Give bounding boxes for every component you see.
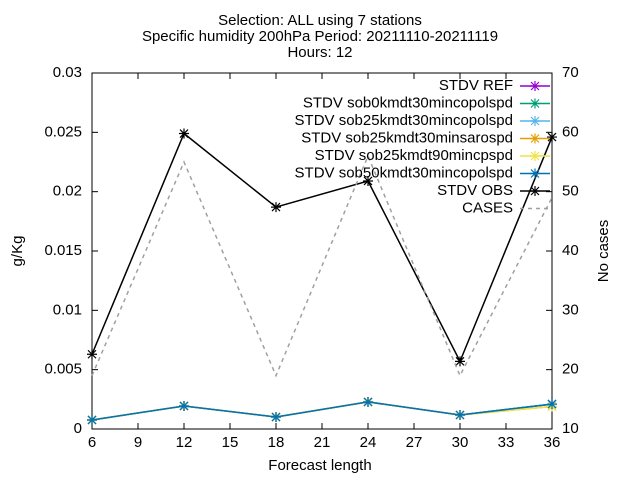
- legend-label: STDV sob25kmdt90mincpspd: [315, 147, 513, 164]
- data-point: [547, 399, 557, 410]
- series-line: [91, 154, 553, 378]
- x-tick-label: 21: [314, 434, 331, 451]
- x-tick-label: 36: [544, 434, 561, 451]
- legend-marker: [530, 133, 540, 144]
- y2-tick-label: 50: [562, 183, 579, 200]
- x-tick-label: 33: [498, 434, 515, 451]
- legend-label: STDV sob0kmdt30mincopolspd: [303, 94, 513, 111]
- y-axis-label: g/Kg: [9, 236, 26, 267]
- legend-label: STDV REF: [439, 77, 513, 94]
- series-line: [91, 401, 553, 421]
- legend-label: STDV sob25kmdt30mincopolspd: [295, 112, 513, 129]
- chart-title: Selection: ALL using 7 stations: [218, 12, 422, 29]
- legend-label: CASES: [462, 199, 513, 216]
- data-point: [179, 400, 189, 411]
- y-tick-label: 0.01: [53, 301, 82, 318]
- legend-marker: [530, 186, 540, 196]
- x-axis-label: Forecast length: [268, 457, 371, 474]
- series-line: [91, 132, 553, 364]
- x-tick-label: 12: [176, 434, 193, 451]
- legend-marker: [530, 116, 540, 126]
- data-point: [363, 175, 373, 186]
- x-tick-label: 30: [452, 434, 469, 451]
- data-point: [547, 132, 557, 143]
- y-tick-label: 0.015: [44, 242, 82, 259]
- data-point: [271, 202, 281, 213]
- data-point: [179, 128, 189, 139]
- data-point: [87, 349, 97, 360]
- legend-label: STDV sob25kmdt30minsarospd: [301, 129, 513, 146]
- series-line: [91, 401, 553, 421]
- series-line: [91, 401, 553, 421]
- y-tick-label: 0.025: [44, 123, 82, 140]
- legend-marker: [530, 81, 540, 91]
- y2-tick-label: 60: [562, 123, 579, 140]
- x-tick-label: 6: [88, 434, 96, 451]
- x-tick-label: 9: [134, 434, 142, 451]
- y2-tick-label: 40: [562, 242, 579, 259]
- x-tick-label: 27: [406, 434, 423, 451]
- legend-marker: [530, 98, 540, 109]
- y-tick-label: 0.005: [44, 361, 82, 378]
- chart-title: Hours: 12: [287, 44, 352, 61]
- legend-marker: [530, 168, 540, 179]
- legend-marker: [530, 151, 540, 161]
- data-point: [455, 409, 465, 420]
- x-tick-label: 15: [222, 434, 239, 451]
- y2-tick-label: 30: [562, 301, 579, 318]
- legend-label: STDV OBS: [437, 182, 513, 199]
- y-tick-label: 0.03: [53, 64, 82, 81]
- y2-tick-label: 70: [562, 64, 579, 81]
- y2-axis-label: No cases: [595, 220, 612, 283]
- data-point: [271, 412, 281, 423]
- chart-title: Specific humidity 200hPa Period: 2021111…: [142, 28, 498, 45]
- data-point: [363, 396, 373, 407]
- x-tick-label: 24: [360, 434, 377, 451]
- series-line: [91, 401, 553, 421]
- legend-label: STDV sob50kmdt30mincopolspd: [295, 164, 513, 181]
- y2-tick-label: 10: [562, 420, 579, 437]
- data-point: [87, 414, 97, 425]
- y-tick-label: 0.02: [53, 183, 82, 200]
- series-line: [91, 401, 553, 421]
- series-line: [91, 401, 553, 421]
- data-point: [455, 356, 465, 367]
- y2-tick-label: 20: [562, 361, 579, 378]
- y-tick-label: 0: [74, 420, 82, 437]
- x-tick-label: 18: [268, 434, 285, 451]
